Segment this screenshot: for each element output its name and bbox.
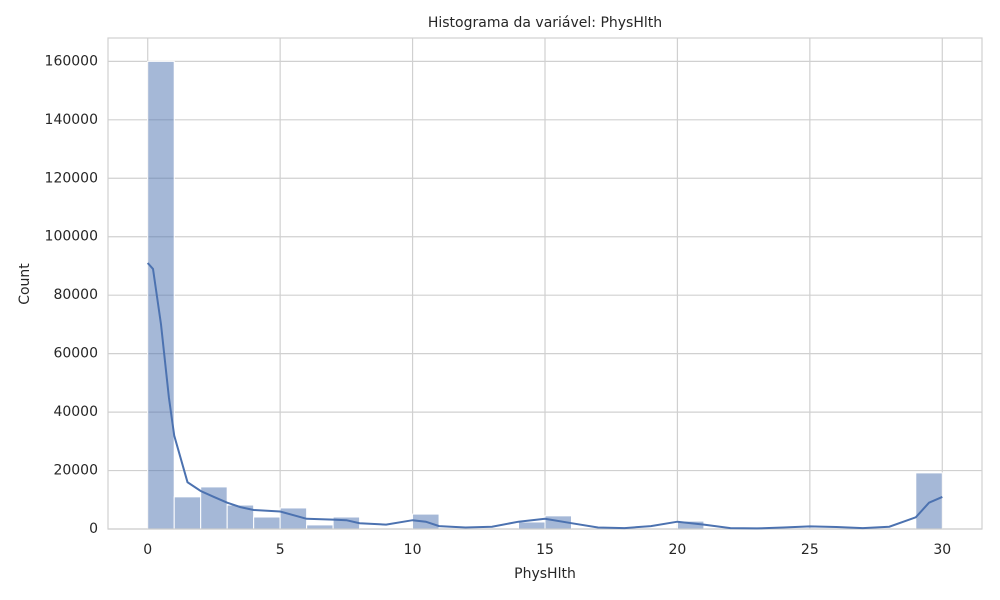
y-axis-label: Count [17, 263, 33, 305]
kde-line [146, 262, 943, 530]
y-tick-label: 0 [89, 521, 98, 537]
y-tick-label: 60000 [53, 346, 98, 362]
bar [915, 472, 943, 530]
x-tick-label: 15 [536, 542, 554, 558]
y-tick-label: 140000 [45, 112, 98, 128]
x-tick-label: 25 [801, 542, 819, 558]
chart-title: Histograma da variável: PhysHlth [428, 15, 662, 31]
y-tick-label: 80000 [53, 287, 98, 303]
x-tick-label: 5 [276, 542, 285, 558]
x-axis-label: PhysHlth [514, 566, 576, 582]
x-tick-label: 20 [669, 542, 687, 558]
y-tick-label: 120000 [45, 170, 98, 186]
x-tick-label: 0 [143, 542, 152, 558]
x-tick-label: 30 [933, 542, 951, 558]
x-tick-label: 10 [404, 542, 422, 558]
grid [108, 38, 982, 530]
y-tick-label: 100000 [45, 229, 98, 245]
bar [173, 496, 202, 530]
bar [518, 521, 546, 530]
y-tick-label: 20000 [53, 463, 98, 479]
y-tick-label: 160000 [45, 53, 98, 69]
y-tick-label: 40000 [53, 404, 98, 420]
plot-frame [107, 37, 983, 530]
bars [147, 60, 943, 530]
bar [253, 516, 281, 530]
bar [147, 60, 175, 530]
bar [306, 524, 334, 530]
